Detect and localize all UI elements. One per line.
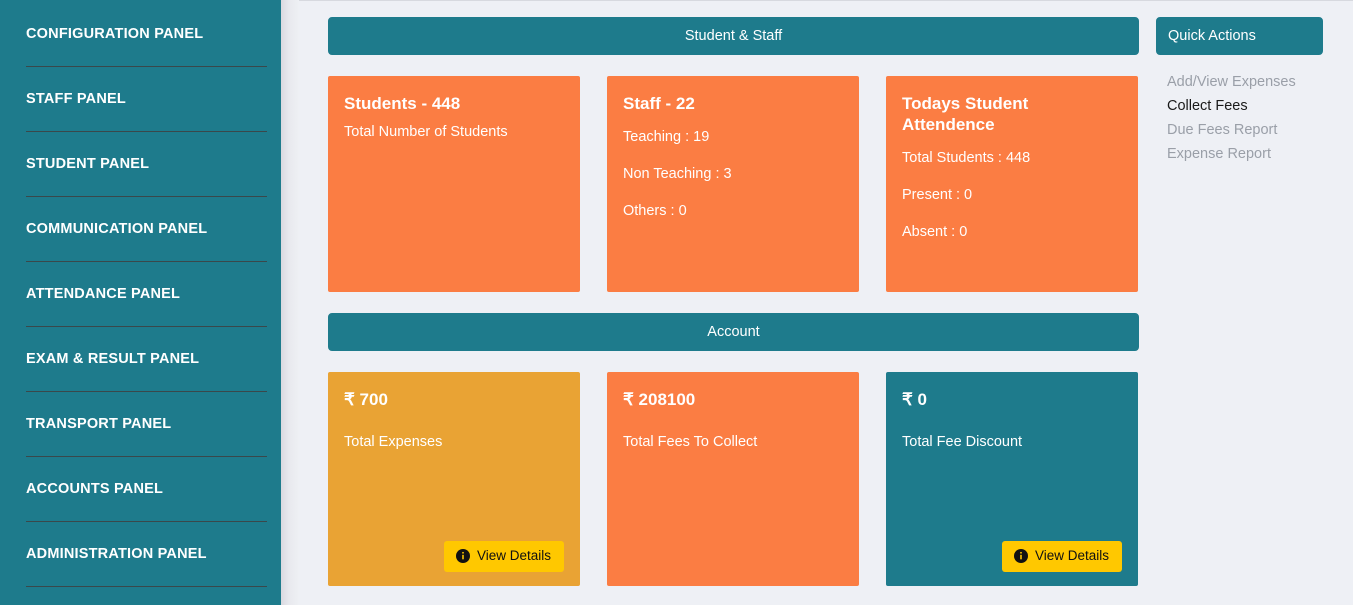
card-spacer	[623, 221, 843, 278]
card-students[interactable]: Students - 448 Total Number of Students	[328, 76, 580, 292]
quick-actions-title: Quick Actions	[1168, 28, 1256, 44]
card-title: Todays Student Attendence	[902, 94, 1029, 134]
card-spacer	[623, 452, 843, 572]
sidebar-item-configuration-panel[interactable]: CONFIGURATION PANEL	[26, 0, 267, 67]
card-title: Students - 448	[344, 94, 461, 113]
card-total-fees-to-collect[interactable]: ₹ 208100 Total Fees To Collect	[607, 372, 859, 586]
sidebar-divider	[26, 196, 267, 197]
sidebar-item-exam-result-panel[interactable]: EXAM & RESULT PANEL	[26, 327, 267, 392]
sidebar-item-label: ATTENDANCE PANEL	[26, 286, 181, 302]
main-content: Student & Staff Students - 448 Total Num…	[281, 0, 1353, 605]
account-card-grid: ₹ 700 Total Expenses	[328, 372, 1139, 586]
sidebar-items: CONFIGURATION PANEL STAFF PANEL STUDENT …	[0, 0, 281, 587]
sidebar-item-label: STUDENT PANEL	[26, 156, 150, 172]
sidebar-edge-shadow	[281, 0, 299, 605]
sidebar-item-label: TRANSPORT PANEL	[26, 416, 172, 432]
sidebar-item-communication-panel[interactable]: COMMUNICATION PANEL	[26, 197, 267, 262]
card-label: Total Fee Discount	[902, 434, 1023, 450]
card-spacer	[344, 142, 564, 278]
section-title: Student & Staff	[684, 28, 783, 44]
student-staff-card-grid: Students - 448 Total Number of Students …	[328, 76, 1139, 292]
sidebar-item-administration-panel[interactable]: ADMINISTRATION PANEL	[26, 522, 267, 587]
card-stat-absent: Absent : 0	[902, 224, 968, 240]
card-title: Staff - 22	[623, 94, 695, 113]
dashboard-left-column: Student & Staff Students - 448 Total Num…	[328, 17, 1139, 586]
sidebar-divider	[26, 456, 267, 457]
sidebar-item-label: ADMINISTRATION PANEL	[26, 546, 207, 562]
sidebar-divider	[26, 326, 267, 327]
card-button-row: View Details	[344, 541, 564, 572]
sidebar-divider	[26, 391, 267, 392]
card-todays-student-attendance[interactable]: Todays Student Attendence Total Students…	[886, 76, 1138, 292]
quick-actions-panel: Quick Actions Add/View Expenses Collect …	[1156, 17, 1323, 166]
card-amount: ₹ 208100	[623, 390, 696, 409]
view-details-button-fee-discount[interactable]: View Details	[1001, 541, 1122, 572]
quick-actions-list: Add/View Expenses Collect Fees Due Fees …	[1156, 70, 1323, 166]
sidebar-item-student-panel[interactable]: STUDENT PANEL	[26, 132, 267, 197]
card-staff[interactable]: Staff - 22 Teaching : 19 Non Teaching : …	[607, 76, 859, 292]
card-amount: ₹ 700	[344, 390, 388, 409]
sidebar-item-label: CONFIGURATION PANEL	[26, 26, 204, 42]
card-stat-present: Present : 0	[902, 187, 973, 203]
dashboard-columns: Student & Staff Students - 448 Total Num…	[328, 17, 1323, 586]
info-circle-icon	[1013, 549, 1028, 563]
view-details-label: View Details	[1034, 548, 1109, 563]
card-button-row: View Details	[902, 541, 1122, 572]
card-total-fee-discount[interactable]: ₹ 0 Total Fee Discount	[886, 372, 1138, 586]
sidebar-item-staff-panel[interactable]: STAFF PANEL	[26, 67, 267, 132]
quick-action-collect-fees[interactable]: Collect Fees	[1167, 98, 1248, 114]
sidebar-item-label: ACCOUNTS PANEL	[26, 481, 164, 497]
sidebar-divider	[26, 66, 267, 67]
card-stat-non-teaching: Non Teaching : 3	[623, 166, 732, 182]
card-label: Total Expenses	[344, 434, 443, 450]
quick-action-add-view-expenses[interactable]: Add/View Expenses	[1167, 74, 1296, 90]
card-stat-teaching: Teaching : 19	[623, 129, 710, 145]
main-sidebar: CONFIGURATION PANEL STAFF PANEL STUDENT …	[0, 0, 281, 605]
sidebar-divider	[26, 131, 267, 132]
section-header-student-staff: Student & Staff	[328, 17, 1139, 55]
card-spacer	[902, 242, 1122, 278]
card-amount: ₹ 0	[902, 390, 927, 409]
card-stat-others: Others : 0	[623, 203, 687, 219]
sidebar-item-label: EXAM & RESULT PANEL	[26, 351, 200, 367]
quick-action-expense-report[interactable]: Expense Report	[1167, 146, 1271, 162]
card-spacer	[344, 452, 564, 541]
sidebar-item-accounts-panel[interactable]: ACCOUNTS PANEL	[26, 457, 267, 522]
card-total-expenses[interactable]: ₹ 700 Total Expenses	[328, 372, 580, 586]
info-circle-icon	[455, 549, 470, 563]
sidebar-item-transport-panel[interactable]: TRANSPORT PANEL	[26, 392, 267, 457]
view-details-label: View Details	[476, 548, 551, 563]
card-label: Total Fees To Collect	[623, 434, 758, 450]
sidebar-divider	[26, 261, 267, 262]
sidebar-item-attendance-panel[interactable]: ATTENDANCE PANEL	[26, 262, 267, 327]
section-header-account: Account	[328, 313, 1139, 351]
quick-actions-header: Quick Actions	[1156, 17, 1323, 55]
view-details-button-expenses[interactable]: View Details	[443, 541, 564, 572]
card-subtitle: Total Number of Students	[344, 124, 508, 140]
sidebar-divider	[26, 521, 267, 522]
card-stat-total-students: Total Students : 448	[902, 150, 1031, 166]
sidebar-item-label: STAFF PANEL	[26, 91, 126, 107]
section-title: Account	[707, 324, 760, 340]
card-spacer	[902, 452, 1122, 541]
sidebar-item-label: COMMUNICATION PANEL	[26, 221, 208, 237]
sidebar-divider	[26, 586, 267, 587]
quick-action-due-fees-report[interactable]: Due Fees Report	[1167, 122, 1278, 138]
